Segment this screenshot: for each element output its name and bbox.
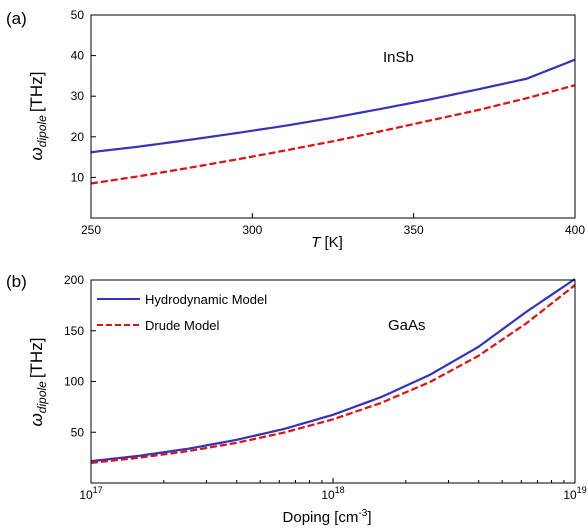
- panel-b: (b) 50 100 150 200 1017 1018 1019 GaAs Doping …: [6, 272, 587, 526]
- panel-b-frame: [90, 279, 576, 484]
- y-tick-label: 150: [64, 324, 84, 338]
- x-tick-label: 1019: [563, 485, 586, 502]
- x-tick-label: 1017: [79, 485, 102, 502]
- series-line-1-1: [90, 284, 576, 464]
- panel-b-plot-area: 50 100 150 200 1017 1018 1019: [64, 273, 587, 502]
- x-tick-label: 350: [404, 223, 424, 237]
- series-line-0-1: [90, 84, 576, 185]
- panel-a-plot-area: 10 20 30 40 50 250 300 350 400: [71, 8, 586, 237]
- panel-a-label: (a): [6, 9, 27, 28]
- panel-b-y-axis-label: ωdipole[THz]: [27, 338, 49, 427]
- panel-a-frame: [90, 14, 576, 219]
- panel-b-legend: Hydrodynamic Model Drude Model: [97, 292, 267, 333]
- y-tick-label: 30: [71, 89, 85, 103]
- legend-label-drude: Drude Model: [145, 318, 220, 333]
- y-tick-label: 200: [64, 273, 84, 287]
- panel-b-material-annotation: GaAs: [388, 317, 426, 334]
- y-tick-label: 50: [71, 8, 85, 22]
- series-line-1-0: [90, 278, 576, 463]
- panel-a-x-axis-label: T [K]: [311, 234, 343, 251]
- x-tick-label: 300: [242, 223, 262, 237]
- y-tick-label: 20: [71, 130, 85, 144]
- panel-a-y-axis-label: ωdipole[THz]: [27, 72, 49, 161]
- panel-a: (a) 10 20 30 40 50 250 300 350 400 InSb T [K] ωd…: [6, 8, 585, 251]
- panel-a-material-annotation: InSb: [383, 49, 414, 66]
- panel-b-x-axis-label: Doping [cm-3]: [283, 508, 372, 526]
- legend-label-hydrodynamic: Hydrodynamic Model: [145, 292, 267, 307]
- y-tick-label: 50: [71, 425, 85, 439]
- series-line-0-0: [90, 58, 576, 154]
- y-tick-label: 100: [64, 375, 84, 389]
- x-tick-label: 250: [81, 223, 101, 237]
- y-tick-label: 10: [71, 170, 85, 184]
- x-tick-label: 1018: [321, 485, 344, 502]
- y-tick-label: 40: [71, 49, 85, 63]
- panel-b-label: (b): [6, 272, 27, 291]
- x-tick-label: 400: [565, 223, 585, 237]
